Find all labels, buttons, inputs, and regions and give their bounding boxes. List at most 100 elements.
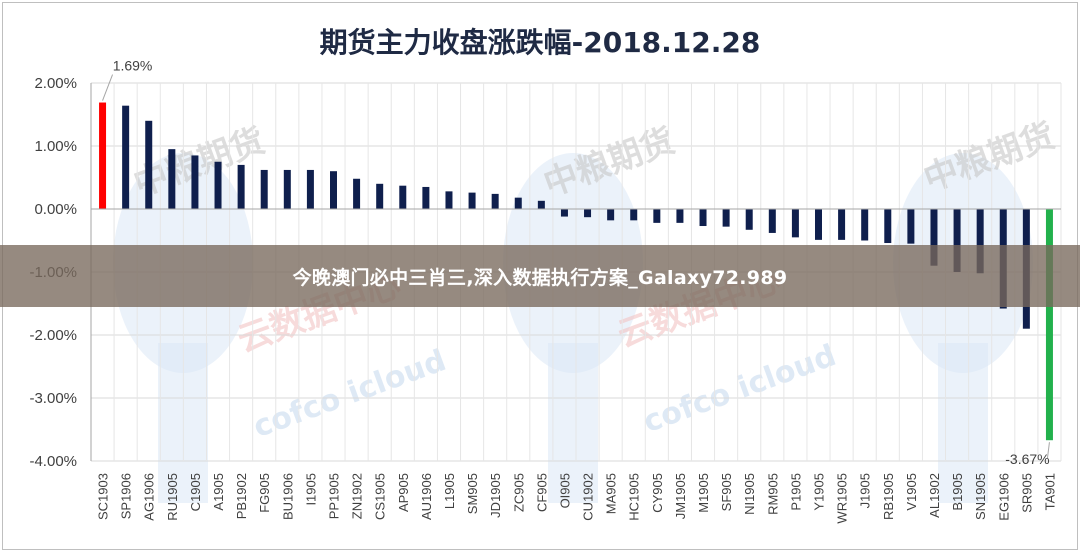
bar-p1905: [791, 209, 799, 238]
bar-cs1905: [376, 183, 384, 209]
bar-c1905: [191, 155, 199, 209]
bar-cu1902: [584, 209, 592, 218]
x-tick-label: SN1905: [973, 473, 988, 520]
x-tick-label: PP1905: [327, 473, 342, 519]
watermark-text: cofco icloud: [249, 343, 451, 445]
x-tick-label: MA905: [604, 473, 619, 514]
y-tick-label: -4.00%: [29, 453, 77, 470]
bar-sc1903: [99, 102, 107, 209]
bar-jm1905: [676, 209, 684, 223]
x-tick-label: RB1905: [881, 473, 896, 520]
bar-a1905: [214, 161, 222, 209]
x-tick-label: NI1905: [742, 473, 757, 515]
x-tick-label: AL1902: [927, 473, 942, 518]
x-tick-label: B1905: [950, 473, 965, 511]
bar-hc1905: [630, 209, 638, 221]
x-tick-label: SP1906: [119, 473, 134, 519]
x-tick-label: AP905: [396, 473, 411, 512]
bar-sn1905: [976, 209, 984, 274]
watermark-figure-leg: [548, 343, 598, 503]
bar-oi905: [560, 209, 568, 217]
x-tick-label: Y1905: [812, 473, 827, 511]
x-tick-label: HC1905: [627, 473, 642, 521]
x-tick-label: A1905: [211, 473, 226, 511]
bar-j1905: [861, 209, 869, 241]
y-tick-label: 2.00%: [34, 75, 77, 92]
x-tick-label: FG905: [257, 473, 272, 513]
bar-au1906: [422, 186, 430, 209]
y-tick-label: -3.00%: [29, 390, 77, 407]
bar-fg905: [260, 169, 268, 209]
bar-ag1906: [145, 120, 153, 209]
x-tick-label: AU1906: [419, 473, 434, 520]
x-tick-label: I1905: [303, 473, 318, 506]
bar-l1905: [445, 191, 453, 209]
x-tick-label: RU1905: [165, 473, 180, 521]
bar-i1905: [306, 169, 314, 209]
x-axis-ticks: SC1903 SP1906 AG1906 RU1905 C1905 A1905 PB1902…: [96, 473, 1058, 524]
x-tick-label: PB1902: [234, 473, 249, 519]
bar-m1905: [699, 209, 707, 227]
x-tick-label: BU1906: [280, 473, 295, 520]
x-tick-label: SM905: [465, 473, 480, 514]
x-tick-label: P1905: [788, 473, 803, 511]
overlay-banner[interactable]: 今晚澳门必中三肖三,深入数据执行方案_Galaxy72.989: [0, 245, 1080, 307]
bar-ru1905: [168, 149, 176, 209]
bar-cf905: [537, 200, 545, 209]
bar-sf905: [722, 209, 730, 227]
y-tick-label: 1.00%: [34, 138, 77, 155]
bar-b1905: [953, 209, 961, 272]
data-label-leader: [102, 74, 114, 101]
x-tick-label: V1905: [904, 473, 919, 511]
bar-pb1902: [237, 164, 245, 209]
bar-ta901: [1045, 209, 1053, 441]
bar-rm905: [768, 209, 776, 233]
bar-sp1906: [122, 105, 130, 209]
bar-zn1902: [353, 178, 361, 209]
y-tick-label: -2.00%: [29, 327, 77, 344]
x-tick-label: ZN1902: [350, 473, 365, 519]
y-tick-label: 0.00%: [34, 201, 77, 218]
x-tick-label: SF905: [719, 473, 734, 511]
x-tick-label: EG1906: [996, 473, 1011, 521]
bar-zc905: [514, 197, 522, 209]
bar-rb1905: [884, 209, 892, 244]
x-tick-label: M1905: [696, 473, 711, 513]
x-tick-label: OI905: [557, 473, 572, 508]
bar-ni1905: [745, 209, 753, 230]
x-tick-label: CU1902: [581, 473, 596, 521]
x-tick-label: TA901: [1042, 473, 1057, 510]
bar-wr1905: [838, 209, 846, 240]
chart-title: 期货主力收盘涨跌幅-2018.12.28: [320, 26, 761, 59]
x-tick-label: RM905: [765, 473, 780, 515]
bar-v1905: [907, 209, 915, 244]
bar-bu1906: [283, 169, 291, 209]
banner-text: 今晚澳门必中三肖三,深入数据执行方案_Galaxy72.989: [292, 266, 788, 289]
data-label: 1.69%: [113, 58, 153, 74]
bar-al1902: [930, 209, 938, 266]
x-tick-label: SR905: [1019, 473, 1034, 513]
x-tick-label: CF905: [534, 473, 549, 512]
bar-cy905: [653, 209, 661, 223]
x-tick-label: ZC905: [511, 473, 526, 512]
x-tick-label: CS1905: [373, 473, 388, 520]
x-tick-label: C1905: [188, 473, 203, 511]
data-label: -3.67%: [1005, 451, 1049, 467]
x-tick-label: J1905: [858, 473, 873, 508]
x-tick-label: JM1905: [673, 473, 688, 519]
x-tick-label: SC1903: [96, 473, 111, 520]
bar-ap905: [399, 185, 407, 209]
bar-layer: [91, 102, 1061, 441]
data-label-leader: [1046, 442, 1050, 459]
watermark-text: cofco icloud: [639, 338, 841, 440]
x-tick-label: AG1906: [142, 473, 157, 521]
bar-pp1905: [330, 171, 337, 209]
x-tick-label: JD1905: [488, 473, 503, 518]
bar-sm905: [468, 192, 476, 209]
bar-ma905: [607, 209, 615, 221]
x-tick-label: L1905: [442, 473, 457, 509]
bar-y1905: [815, 209, 822, 240]
x-tick-label: CY905: [650, 473, 665, 513]
watermark-figure-leg: [938, 343, 988, 503]
